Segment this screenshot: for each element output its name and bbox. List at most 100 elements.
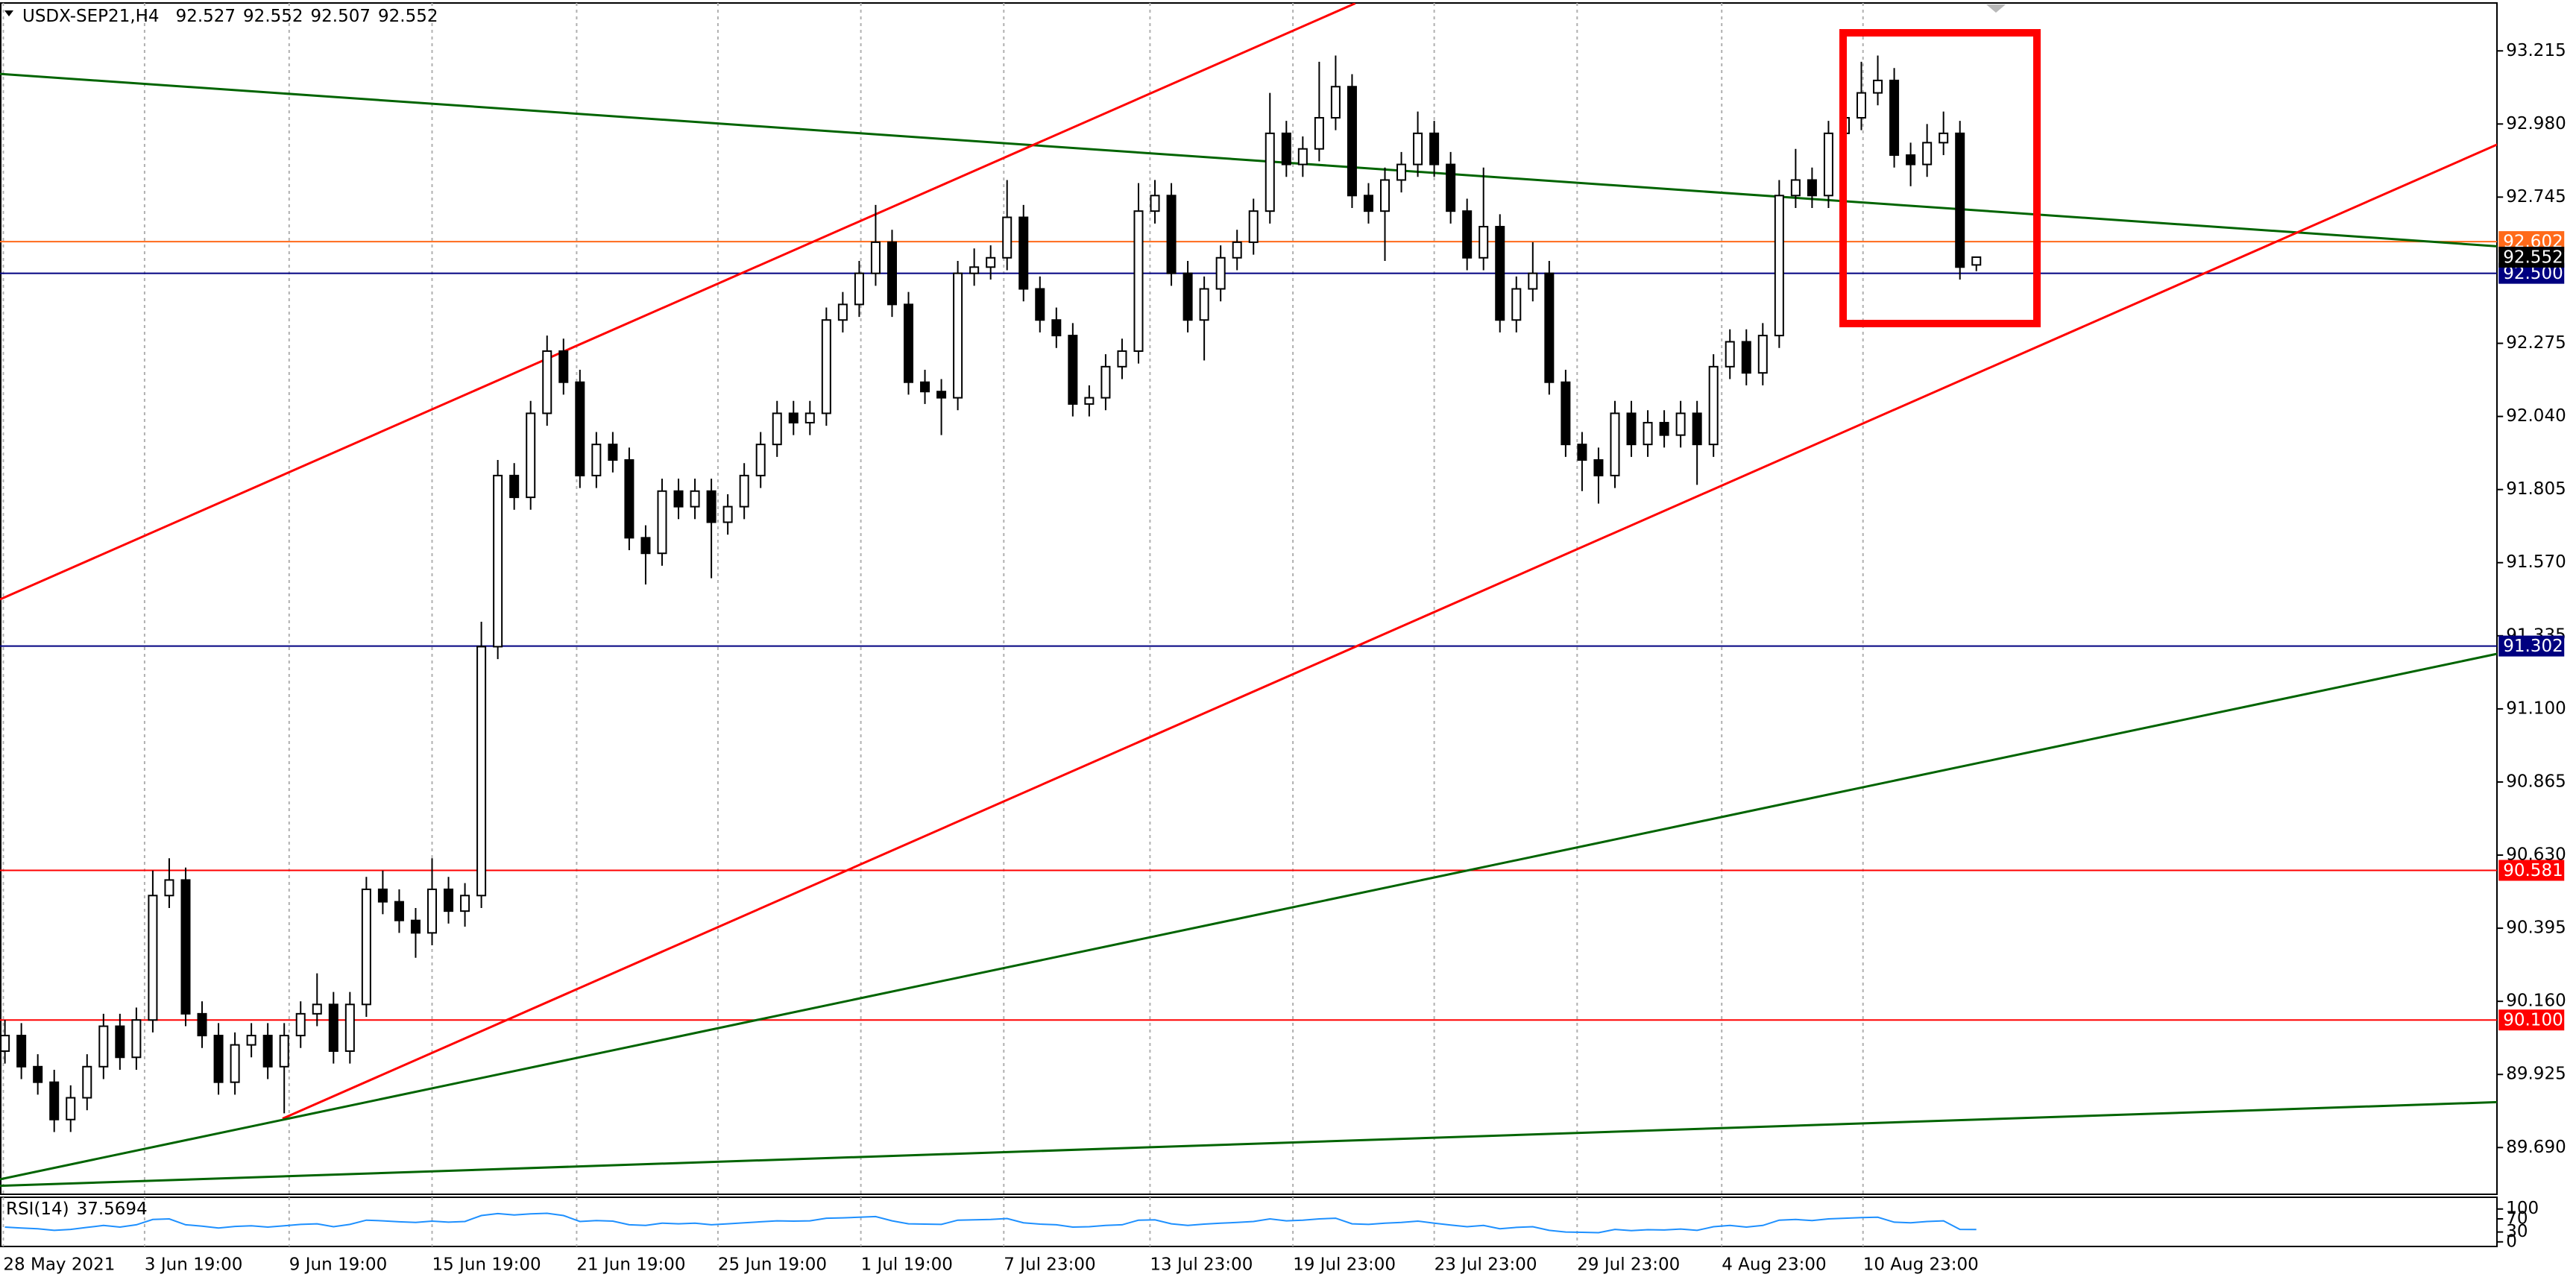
candle-body <box>1478 226 1489 259</box>
level-label-bg <box>2498 860 2565 881</box>
candle-body <box>394 901 404 921</box>
candle-body <box>1018 216 1029 290</box>
candle-body <box>460 895 470 912</box>
candle-body <box>328 1003 338 1052</box>
rsi-header: RSI(14) 37.5694 <box>6 1200 148 1219</box>
candle-body <box>33 1065 43 1083</box>
y-tick-label: 92.275 <box>2506 333 2566 353</box>
candle-body <box>920 381 930 393</box>
candle-body <box>66 1097 76 1120</box>
rsi-value: 37.5694 <box>77 1200 148 1219</box>
last-price-label: 92.552 <box>2503 248 2563 267</box>
candle-body <box>493 474 503 648</box>
candle-body <box>1379 179 1391 212</box>
y-tick-label: 92.980 <box>2506 114 2566 133</box>
candle-body <box>1265 132 1275 212</box>
candle-body <box>213 1035 224 1083</box>
candle-body <box>887 241 897 306</box>
candle-body <box>1939 132 1949 144</box>
candle-body <box>969 266 980 274</box>
candle-body <box>1906 154 1916 166</box>
candle-body <box>131 1019 142 1059</box>
y-tick-label: 91.100 <box>2506 699 2566 718</box>
candle-body <box>986 256 996 268</box>
candle-body <box>1922 142 1933 166</box>
level-label-bg <box>2498 1009 2565 1031</box>
candle-body <box>312 1003 322 1015</box>
candle-body <box>1068 335 1078 405</box>
y-tick-label: 89.690 <box>2506 1138 2566 1157</box>
candle-body <box>854 272 864 306</box>
candle-body <box>558 350 569 383</box>
candle-body <box>262 1035 273 1068</box>
candle-body <box>1002 216 1013 259</box>
x-tick-label: 21 Jun 19:00 <box>576 1255 685 1275</box>
x-tick-label: 9 Jun 19:00 <box>289 1255 387 1275</box>
candle-body <box>1166 195 1177 274</box>
rsi-tick-label: 30 <box>2506 1222 2528 1241</box>
candle-body <box>361 888 371 1006</box>
candle-body <box>624 459 634 539</box>
candle-body <box>1577 444 1587 461</box>
candle-body <box>755 444 766 476</box>
candle-body <box>1446 163 1456 212</box>
candle-body <box>148 895 158 1021</box>
candle-body <box>804 412 815 423</box>
candle-body <box>1873 79 1883 94</box>
trendlines <box>0 3 2497 1188</box>
candle-body <box>870 241 881 274</box>
candle-body <box>1856 92 1867 119</box>
header-low: 92.507 <box>311 7 371 26</box>
candle-body <box>542 350 552 414</box>
candle-body <box>49 1081 60 1120</box>
candle-body <box>1511 288 1522 321</box>
candle-body <box>1807 179 1817 197</box>
candle-body <box>1544 272 1555 383</box>
candle-body <box>410 919 421 934</box>
candle-body <box>1330 86 1341 119</box>
chart-title: USDX-SEP21,H4 <box>22 7 160 26</box>
candle-body <box>1823 132 1833 197</box>
candle-body <box>426 888 438 934</box>
y-tick-label: 93.215 <box>2506 41 2566 60</box>
y-tick-label: 89.925 <box>2506 1065 2566 1084</box>
rsi-line <box>4 1212 1977 1234</box>
candle-body <box>16 1035 27 1068</box>
candle-body <box>936 391 947 399</box>
candle-body <box>1741 341 1751 374</box>
candle-body <box>1248 210 1259 243</box>
x-tick-label: 1 Jul 19:00 <box>861 1255 953 1275</box>
header-close: 92.552 <box>378 7 438 26</box>
candle-body <box>837 303 848 321</box>
candle-body <box>1117 350 1127 368</box>
candle-body <box>657 490 667 555</box>
rsi-frame <box>0 1197 2498 1247</box>
candle-body <box>608 444 618 461</box>
x-tick-label: 4 Aug 23:00 <box>1722 1255 1826 1275</box>
trendline <box>0 72 2497 248</box>
shift-marker <box>1986 4 2006 13</box>
rsi-pane <box>4 1212 1977 1234</box>
candle-body <box>1528 272 1538 290</box>
rsi-tick-label: 100 <box>2506 1199 2539 1218</box>
candle-body <box>575 381 585 476</box>
candle-body <box>1643 421 1653 446</box>
candle-body <box>1035 288 1045 321</box>
candle-body <box>344 1003 355 1052</box>
candle-body <box>1215 256 1226 290</box>
candle-body <box>476 646 487 897</box>
candle-body <box>903 303 914 383</box>
rsi-tick-label: 0 <box>2506 1232 2517 1251</box>
rsi-tick-label: 70 <box>2506 1208 2528 1228</box>
candle-body <box>1462 210 1473 259</box>
candle-body <box>1084 397 1095 405</box>
x-tick-label: 13 Jul 23:00 <box>1150 1255 1253 1275</box>
candle-body <box>1757 335 1768 374</box>
candle-body <box>1100 365 1111 399</box>
candle-body <box>772 412 782 446</box>
candle-body <box>1675 412 1686 436</box>
candle-body <box>1413 132 1423 166</box>
axes: 28 May 2021 3 Jun 19:00 9 Jun 19:00 15 Jun … <box>3 41 2566 1275</box>
candle-body <box>1051 319 1062 337</box>
candle-body <box>1396 163 1407 181</box>
